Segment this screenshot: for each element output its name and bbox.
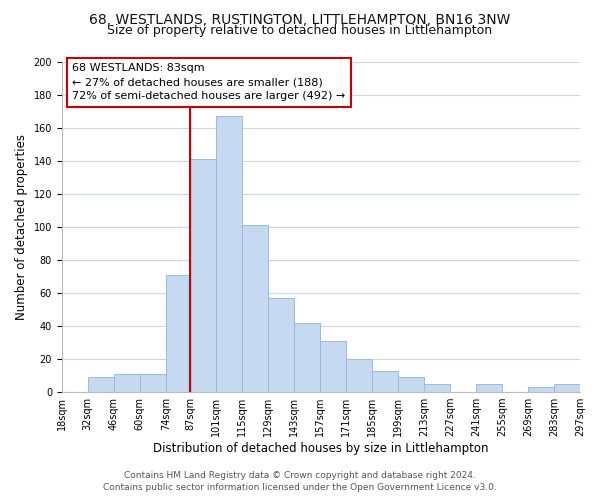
- Text: 68 WESTLANDS: 83sqm
← 27% of detached houses are smaller (188)
72% of semi-detac: 68 WESTLANDS: 83sqm ← 27% of detached ho…: [72, 63, 346, 101]
- Bar: [528, 387, 554, 392]
- Bar: [216, 116, 242, 392]
- X-axis label: Distribution of detached houses by size in Littlehampton: Distribution of detached houses by size …: [153, 442, 488, 455]
- Text: Size of property relative to detached houses in Littlehampton: Size of property relative to detached ho…: [107, 24, 493, 37]
- Bar: [140, 374, 166, 392]
- Bar: [114, 374, 140, 392]
- Bar: [476, 384, 502, 392]
- Y-axis label: Number of detached properties: Number of detached properties: [15, 134, 28, 320]
- Bar: [294, 322, 320, 392]
- Bar: [320, 341, 346, 392]
- Text: 68, WESTLANDS, RUSTINGTON, LITTLEHAMPTON, BN16 3NW: 68, WESTLANDS, RUSTINGTON, LITTLEHAMPTON…: [89, 12, 511, 26]
- Bar: [190, 159, 216, 392]
- Bar: [424, 384, 450, 392]
- Bar: [398, 377, 424, 392]
- Bar: [554, 384, 580, 392]
- Text: Contains HM Land Registry data © Crown copyright and database right 2024.
Contai: Contains HM Land Registry data © Crown c…: [103, 471, 497, 492]
- Bar: [88, 377, 114, 392]
- Bar: [166, 274, 190, 392]
- Bar: [268, 298, 294, 392]
- Bar: [242, 225, 268, 392]
- Bar: [346, 359, 372, 392]
- Bar: [372, 370, 398, 392]
